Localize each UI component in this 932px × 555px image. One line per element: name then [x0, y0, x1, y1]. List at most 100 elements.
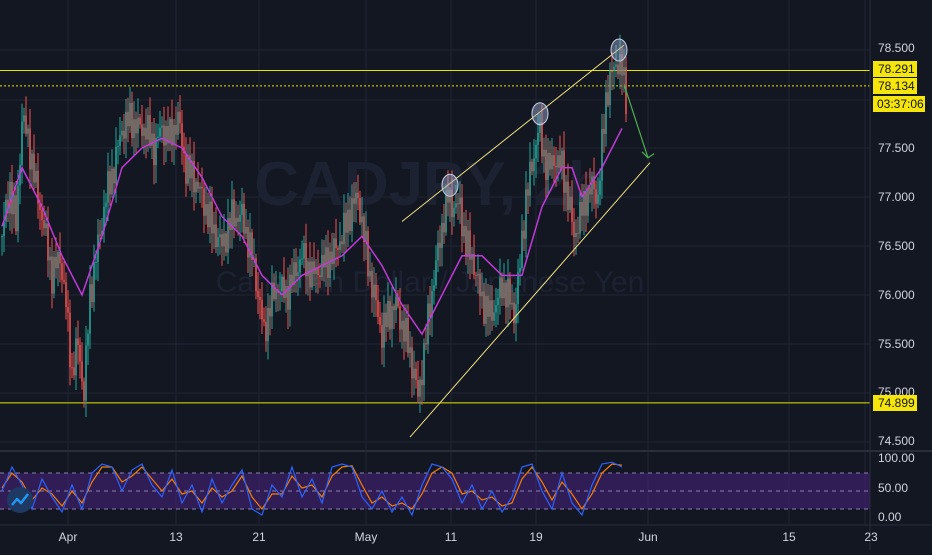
candle-body[interactable]	[299, 259, 301, 273]
candle-body[interactable]	[423, 343, 425, 386]
candle-body[interactable]	[103, 206, 105, 231]
candle-body[interactable]	[435, 260, 437, 286]
candle-body[interactable]	[33, 153, 35, 183]
candle-body[interactable]	[237, 217, 239, 222]
candle-body[interactable]	[587, 187, 589, 216]
stochastic-k-line[interactable]	[1, 461, 623, 517]
channel-upper-line[interactable]	[401, 44, 625, 222]
candle-body[interactable]	[111, 168, 113, 195]
candle-body[interactable]	[523, 230, 525, 239]
candle-body[interactable]	[275, 289, 277, 300]
candle-body[interactable]	[439, 242, 441, 248]
candle-body[interactable]	[219, 234, 221, 238]
candle-body[interactable]	[293, 262, 295, 286]
candle-body[interactable]	[333, 238, 335, 264]
candle-body[interactable]	[329, 251, 331, 278]
candle-body[interactable]	[409, 347, 411, 353]
candle-body[interactable]	[171, 119, 173, 146]
candle-body[interactable]	[561, 150, 563, 169]
candle-body[interactable]	[565, 181, 567, 193]
candle-body[interactable]	[197, 181, 199, 189]
candle-body[interactable]	[199, 186, 201, 189]
swing-high-markers[interactable]	[441, 38, 628, 197]
candle-body[interactable]	[287, 285, 289, 310]
candle-body[interactable]	[465, 226, 467, 257]
candle-body[interactable]	[313, 261, 315, 274]
candle-body[interactable]	[267, 308, 269, 342]
candle-body[interactable]	[87, 333, 89, 346]
candle-body[interactable]	[547, 152, 549, 180]
candle-body[interactable]	[241, 203, 243, 215]
candle-body[interactable]	[9, 181, 11, 214]
candle-body[interactable]	[169, 119, 171, 144]
candle-body[interactable]	[591, 176, 593, 195]
candle-body[interactable]	[3, 221, 5, 237]
candle-body[interactable]	[477, 273, 479, 276]
candle-body[interactable]	[603, 128, 605, 134]
candle-body[interactable]	[543, 149, 545, 157]
candle-body[interactable]	[69, 312, 71, 368]
candle-body[interactable]	[91, 284, 93, 303]
candle-body[interactable]	[239, 214, 241, 222]
candle-body[interactable]	[613, 66, 615, 72]
candle-body[interactable]	[149, 115, 151, 146]
candle-body[interactable]	[95, 261, 97, 263]
candle-body[interactable]	[617, 64, 619, 75]
candle-body[interactable]	[605, 92, 607, 134]
candle-body[interactable]	[55, 256, 57, 269]
candle-body[interactable]	[527, 189, 529, 196]
candle-body[interactable]	[467, 230, 469, 257]
candle-body[interactable]	[415, 368, 417, 381]
candle-body[interactable]	[245, 227, 247, 234]
candle-body[interactable]	[17, 185, 19, 232]
candle-body[interactable]	[437, 242, 439, 261]
candle-body[interactable]	[551, 155, 553, 170]
candle-body[interactable]	[413, 368, 415, 379]
candle-body[interactable]	[455, 203, 457, 208]
candle-body[interactable]	[619, 54, 621, 75]
candle-body[interactable]	[261, 299, 263, 320]
candle-body[interactable]	[53, 256, 55, 294]
candle-body[interactable]	[23, 115, 25, 122]
candle-body[interactable]	[291, 274, 293, 286]
candle-body[interactable]	[509, 278, 511, 305]
candle-body[interactable]	[15, 195, 17, 232]
candle-body[interactable]	[295, 262, 297, 277]
candle-body[interactable]	[193, 160, 195, 193]
candle-body[interactable]	[131, 102, 133, 139]
candle-body[interactable]	[211, 201, 213, 234]
candle-body[interactable]	[597, 194, 599, 204]
candle-body[interactable]	[161, 125, 163, 128]
candle-body[interactable]	[235, 217, 237, 227]
candle-body[interactable]	[307, 261, 309, 277]
candle-body[interactable]	[205, 204, 207, 216]
candle-body[interactable]	[401, 320, 403, 330]
candle-body[interactable]	[351, 198, 353, 231]
candle-body[interactable]	[27, 128, 29, 134]
candle-body[interactable]	[311, 261, 313, 288]
candle-body[interactable]	[615, 64, 617, 67]
oscillator-pane[interactable]	[0, 461, 870, 517]
candle-body[interactable]	[121, 130, 123, 136]
candle-body[interactable]	[75, 338, 77, 376]
candle-body[interactable]	[49, 256, 51, 261]
candle-body[interactable]	[461, 197, 463, 237]
candle-body[interactable]	[41, 210, 43, 221]
candle-body[interactable]	[515, 304, 517, 324]
candle-body[interactable]	[589, 187, 591, 195]
candle-body[interactable]	[317, 267, 319, 276]
candle-body[interactable]	[179, 111, 181, 124]
candle-body[interactable]	[519, 267, 521, 273]
candle-body[interactable]	[441, 222, 443, 248]
candle-body[interactable]	[483, 291, 485, 324]
candle-body[interactable]	[433, 285, 435, 291]
oscillator-axis[interactable]: 100.00 50.00 0.00	[878, 451, 915, 524]
candle-body[interactable]	[215, 224, 217, 247]
candle-body[interactable]	[265, 321, 267, 342]
swing-high-marker[interactable]	[610, 38, 628, 62]
candle-body[interactable]	[623, 67, 625, 76]
candle-body[interactable]	[541, 121, 543, 157]
candle-body[interactable]	[555, 165, 557, 168]
swing-high-marker[interactable]	[441, 173, 459, 197]
candle-body[interactable]	[67, 306, 69, 313]
